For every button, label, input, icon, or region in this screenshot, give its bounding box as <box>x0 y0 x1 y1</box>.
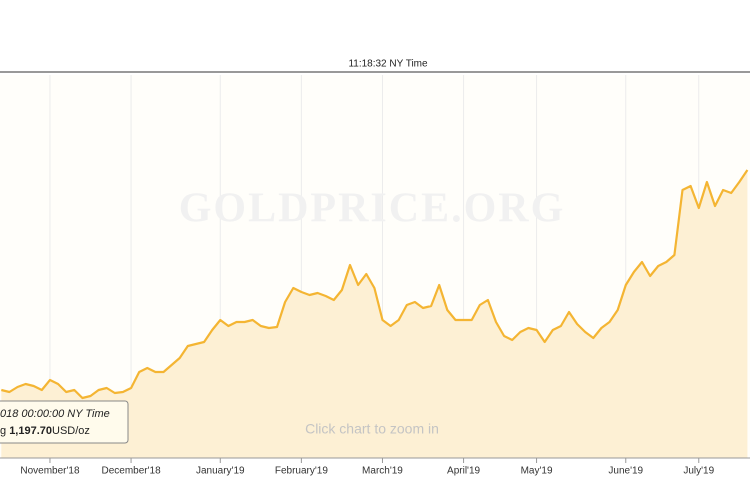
tooltip-prefix: g <box>0 425 6 437</box>
watermark: GOLDPRICE.ORG <box>179 186 566 232</box>
x-tick-label: January'19 <box>196 466 245 477</box>
x-tick-label: November'18 <box>20 466 80 477</box>
header-time: 11:18:32 NY Time <box>348 59 428 70</box>
tooltip-unit: USD/oz <box>52 425 90 437</box>
tooltip <box>0 400 129 444</box>
tooltip-value: g 1,197.70USD/oz <box>0 425 90 437</box>
x-tick-label: July'19 <box>683 466 714 477</box>
area <box>1 170 748 458</box>
tooltip-price: 1,197.70 <box>9 425 52 437</box>
x-tick-label: March'19 <box>362 466 403 477</box>
x-tick-label: December'18 <box>101 466 161 477</box>
x-tick-label: May'19 <box>521 466 553 477</box>
price-line <box>1 169 749 400</box>
zoom-hint[interactable]: Click chart to zoom in <box>305 421 439 437</box>
x-tick-label: April'19 <box>447 466 480 477</box>
x-tick-label: February'19 <box>275 466 328 477</box>
x-tick-label: June'19 <box>608 466 643 477</box>
tooltip-date: 018 00:00:00 NY Time <box>0 408 110 420</box>
